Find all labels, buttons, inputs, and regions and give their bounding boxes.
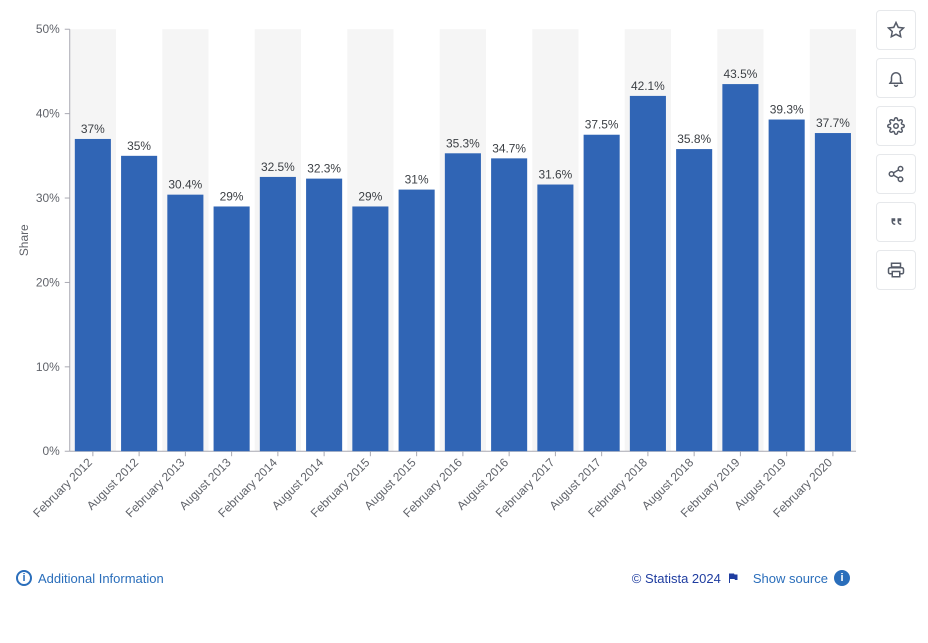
bell-icon: [887, 69, 905, 87]
svg-text:0%: 0%: [43, 444, 61, 458]
svg-text:39.3%: 39.3%: [770, 103, 804, 117]
star-icon: [887, 21, 905, 39]
svg-text:37.7%: 37.7%: [816, 116, 850, 130]
side-toolbar: [876, 0, 928, 643]
info-icon: i: [16, 570, 32, 586]
show-source-link[interactable]: Show source i: [753, 570, 850, 586]
share-bar-chart: 0% 10% 20% 30% 40% 50% Share 37% February 2012 35…: [12, 10, 864, 570]
svg-text:32.5%: 32.5%: [261, 160, 295, 174]
cite-button[interactable]: [876, 202, 916, 242]
quote-icon: [887, 213, 905, 231]
print-icon: [887, 261, 905, 279]
svg-text:35.8%: 35.8%: [677, 132, 711, 146]
svg-text:42.1%: 42.1%: [631, 79, 665, 93]
info-filled-icon: i: [834, 570, 850, 586]
svg-text:29%: 29%: [358, 190, 382, 204]
svg-text:37.5%: 37.5%: [585, 118, 619, 132]
svg-text:35%: 35%: [127, 139, 151, 153]
svg-text:34.7%: 34.7%: [492, 141, 526, 155]
svg-text:February 2012: February 2012: [30, 455, 95, 520]
svg-text:10%: 10%: [36, 360, 60, 374]
favorite-button[interactable]: [876, 10, 916, 50]
svg-text:31.6%: 31.6%: [538, 168, 572, 182]
svg-text:50%: 50%: [36, 22, 60, 36]
svg-text:30%: 30%: [36, 191, 60, 205]
svg-text:29%: 29%: [220, 190, 244, 204]
svg-text:20%: 20%: [36, 275, 60, 289]
svg-text:40%: 40%: [36, 107, 60, 121]
svg-text:43.5%: 43.5%: [723, 67, 757, 81]
svg-text:37%: 37%: [81, 122, 105, 136]
copyright-text: © Statista 2024: [632, 571, 739, 586]
flag-icon: [727, 572, 739, 584]
svg-text:Share: Share: [17, 224, 31, 256]
svg-text:30.4%: 30.4%: [168, 178, 202, 192]
svg-text:31%: 31%: [405, 173, 429, 187]
additional-information-link[interactable]: i Additional Information: [16, 570, 164, 586]
notify-button[interactable]: [876, 58, 916, 98]
print-button[interactable]: [876, 250, 916, 290]
share-icon: [887, 165, 905, 183]
svg-text:32.3%: 32.3%: [307, 162, 341, 176]
settings-button[interactable]: [876, 106, 916, 146]
svg-text:35.3%: 35.3%: [446, 136, 480, 150]
gear-icon: [887, 117, 905, 135]
share-button[interactable]: [876, 154, 916, 194]
